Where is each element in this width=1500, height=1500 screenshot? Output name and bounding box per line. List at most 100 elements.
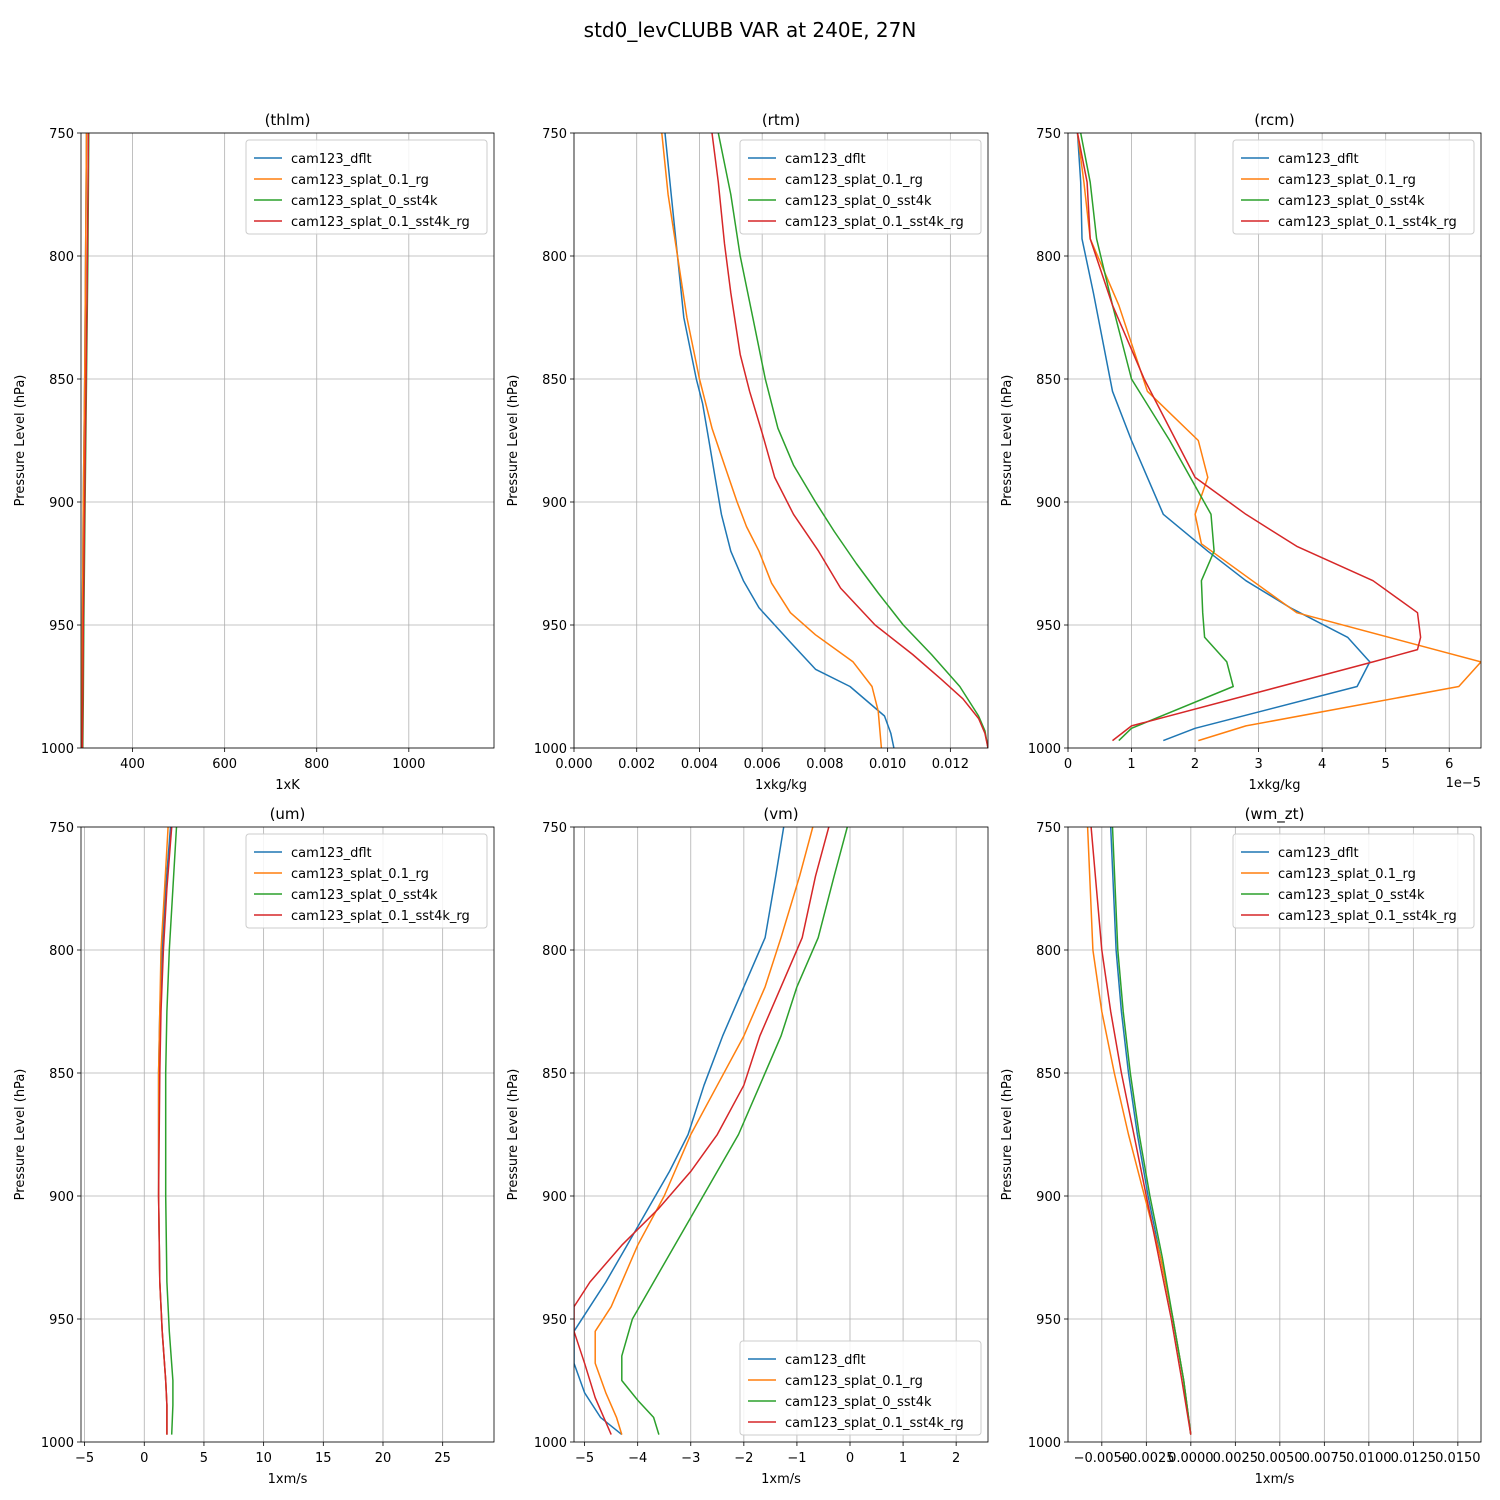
series-line-cam123_dflt	[574, 827, 785, 1436]
x-tick-label: −0.0025	[1118, 1451, 1174, 1466]
subplot-thlm: 400 600 800 1000 750 800 850 900 950 1000 (thlm) 1x…	[13, 111, 495, 793]
legend-label: cam123_splat_0.1_sst4k_rg	[291, 215, 470, 230]
x-tick-label: 5	[1382, 757, 1390, 772]
axes-frame	[1067, 132, 1482, 749]
x-tick-label: −1	[787, 1451, 806, 1466]
legend-label: cam123_dflt	[785, 1353, 866, 1368]
legend-label: cam123_splat_0.1_rg	[1278, 173, 1416, 188]
y-tick-label: 900	[49, 496, 74, 511]
legend-label: cam123_splat_0.1_rg	[785, 173, 923, 188]
y-axis-label: Pressure Level (hPa)	[13, 1069, 28, 1201]
x-axis-label: 1xm/s	[1255, 1472, 1295, 1487]
y-tick-label: 850	[1036, 373, 1061, 388]
legend-label: cam123_splat_0_sst4k	[1278, 194, 1425, 209]
legend: cam123_dflt cam123_splat_0.1_rg cam123_spl…	[245, 139, 488, 235]
x-tick-label: 0	[140, 1451, 148, 1466]
legend: cam123_dflt cam123_splat_0.1_rg cam123_spl…	[1232, 139, 1475, 235]
legend-label: cam123_splat_0_sst4k	[1278, 888, 1425, 903]
x-tick-label: 1	[1127, 757, 1135, 772]
series-line-cam123_splat_0.1_sst4k_rg	[1090, 827, 1192, 1435]
x-axis-multiplier: 1e−5	[1446, 776, 1481, 791]
y-axis-label: Pressure Level (hPa)	[1000, 375, 1015, 507]
y-tick-label: 850	[49, 373, 74, 388]
series-line-cam123_splat_0.1_sst4k_rg	[574, 827, 830, 1435]
axes-frame	[80, 826, 495, 1443]
y-tick-label: 800	[49, 944, 74, 959]
series-line-cam123_splat_0.1_rg	[1076, 133, 1481, 742]
y-tick-label: 1000	[41, 742, 74, 757]
x-tick-label: 2	[952, 1451, 960, 1466]
x-axis-label: 1xK	[275, 778, 300, 793]
legend-box	[1232, 139, 1475, 235]
x-tick-label: 5	[200, 1451, 208, 1466]
subplot-title: (wm_zt)	[1245, 805, 1305, 824]
x-tick-label: 400	[120, 757, 145, 772]
series-line-cam123_splat_0.1_rg	[661, 133, 883, 748]
legend-box	[1232, 833, 1475, 929]
y-tick-label: 750	[1036, 821, 1061, 836]
y-axis-label: Pressure Level (hPa)	[13, 375, 28, 507]
legend-label: cam123_dflt	[1278, 846, 1359, 861]
y-tick-label: 1000	[1028, 742, 1061, 757]
subplot-title: (vm)	[763, 805, 798, 823]
legend-label: cam123_dflt	[291, 846, 372, 861]
legend-label: cam123_dflt	[1278, 152, 1359, 167]
y-tick-label: 750	[1036, 127, 1061, 142]
x-tick-label: 4	[1318, 757, 1326, 772]
series-group	[661, 133, 988, 748]
subplot-vm: −5 −4 −3 −2 −1 0 1 2 750 800 850 900 950 1000 (vm) 1xm/…	[506, 805, 989, 1487]
x-tick-label: 800	[304, 757, 329, 772]
x-tick-label: 0.0050	[1257, 1451, 1303, 1466]
legend: cam123_dflt cam123_splat_0.1_rg cam123_spl…	[739, 1340, 982, 1436]
legend-label: cam123_splat_0.1_sst4k_rg	[291, 909, 470, 924]
series-line-cam123_splat_0_sst4k	[164, 827, 178, 1435]
legend-box	[245, 833, 488, 929]
axes-frame	[573, 132, 989, 749]
x-tick-label: 0.006	[744, 757, 781, 772]
legend-label: cam123_splat_0.1_rg	[785, 1374, 923, 1389]
x-tick-label: 0.0125	[1391, 1451, 1437, 1466]
x-tick-label: 6	[1445, 757, 1453, 772]
y-tick-label: 900	[542, 1190, 567, 1205]
y-tick-label: 750	[542, 821, 567, 836]
series-line-cam123_dflt	[1076, 133, 1371, 742]
legend-label: cam123_splat_0.1_rg	[291, 867, 429, 882]
series-group	[1086, 827, 1192, 1435]
x-tick-label: −0.0050	[1074, 1451, 1130, 1466]
x-tick-label: 0	[846, 1451, 854, 1466]
x-tick-label: −3	[681, 1451, 700, 1466]
x-tick-label: 1	[899, 1451, 907, 1466]
subplot-title: (thlm)	[265, 111, 311, 129]
y-tick-label: 800	[542, 944, 567, 959]
legend: cam123_dflt cam123_splat_0.1_rg cam123_spl…	[245, 833, 488, 929]
series-line-cam123_splat_0.1_sst4k_rg	[711, 133, 988, 748]
series-line-cam123_splat_0_sst4k	[717, 133, 988, 748]
legend-label: cam123_splat_0_sst4k	[785, 194, 932, 209]
y-tick-label: 900	[542, 496, 567, 511]
series-line-cam123_splat_0_sst4k	[621, 827, 849, 1435]
y-tick-label: 850	[49, 1067, 74, 1082]
x-tick-label: 0.0025	[1213, 1451, 1259, 1466]
x-tick-label: 15	[315, 1451, 332, 1466]
x-tick-label: 0.002	[618, 757, 655, 772]
subplot-title: (rtm)	[762, 111, 800, 129]
x-tick-label: −5	[75, 1451, 94, 1466]
legend-label: cam123_splat_0.1_rg	[1278, 867, 1416, 882]
y-tick-label: 950	[542, 619, 567, 634]
subplot-rcm: 0 1 2 3 4 5 6 750 800 850 900 950 1000 (rcm) 1xkg/kg Pr…	[1000, 111, 1482, 793]
subplot-title: (rcm)	[1254, 111, 1294, 129]
legend-label: cam123_splat_0.1_sst4k_rg	[1278, 909, 1457, 924]
series-group	[157, 827, 178, 1435]
x-tick-label: 2	[1191, 757, 1199, 772]
series-group	[1076, 133, 1481, 742]
y-tick-label: 950	[1036, 1313, 1061, 1328]
x-tick-label: 0.0150	[1435, 1451, 1481, 1466]
legend-label: cam123_splat_0.1_sst4k_rg	[1278, 215, 1457, 230]
x-tick-label: 0.012	[932, 757, 969, 772]
legend-label: cam123_splat_0_sst4k	[291, 194, 438, 209]
series-line-cam123_splat_0.1_sst4k_rg	[157, 827, 173, 1435]
x-axis-label: 1xm/s	[761, 1472, 801, 1487]
y-tick-label: 800	[1036, 944, 1061, 959]
y-tick-label: 1000	[1028, 1436, 1061, 1451]
